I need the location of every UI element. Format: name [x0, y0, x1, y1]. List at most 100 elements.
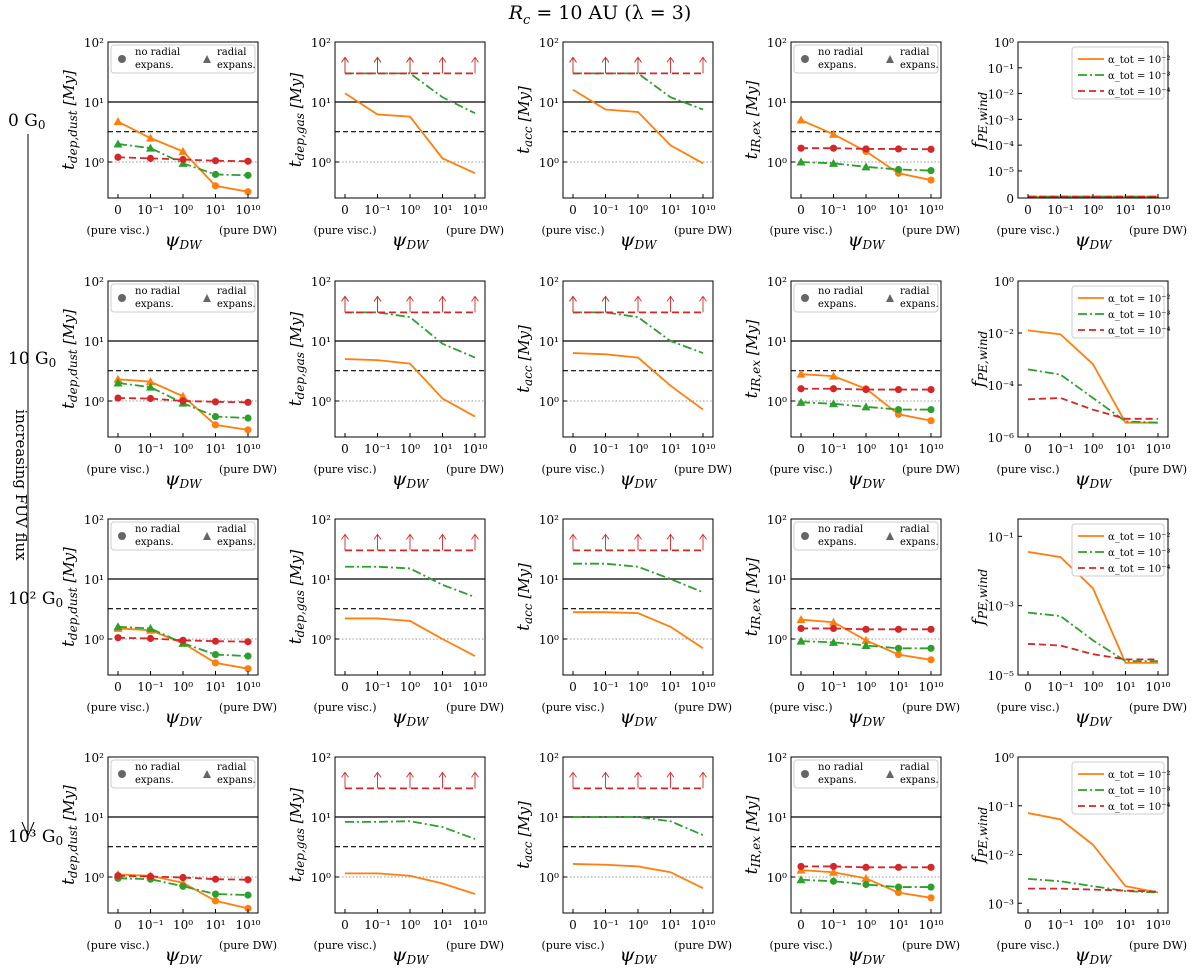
marker-circle [894, 625, 903, 633]
marker-circle [927, 176, 935, 184]
marker-circle [927, 883, 935, 891]
legend-alpha-label: α_tot = 10⁻⁴ [1108, 564, 1171, 575]
x-axis-label: ψDW [620, 468, 659, 491]
series-line-green [800, 640, 931, 650]
marker-circle [894, 165, 903, 174]
x-tick-label: 0 [797, 680, 805, 694]
x-tick-label: 10¹⁰ [463, 203, 488, 217]
legend-radial-2: expans. [900, 775, 939, 786]
marker-legend: no radial expans. radial expans. [793, 44, 939, 74]
lower-limit-arrowhead [341, 771, 349, 778]
marker-circle [179, 155, 187, 164]
marker-circle [829, 624, 838, 633]
legend-radial: radial [900, 286, 930, 297]
x-tick-label: 10⁰ [856, 680, 876, 694]
legend-alpha-label: α_tot = 10⁻³ [1108, 786, 1171, 797]
x-tick-label: 10⁰ [173, 203, 193, 217]
x-tick-label: 0 [569, 680, 577, 694]
marker-circle [862, 863, 870, 871]
y-tick-label: 10⁰ [767, 871, 787, 885]
lower-limit-arrowhead [666, 56, 675, 63]
y-tick-label: 10⁰ [311, 156, 331, 170]
x-tick-label: 10⁰ [856, 203, 876, 217]
series-line-orange [572, 352, 704, 411]
y-tick-label: 10⁰ [994, 36, 1014, 50]
y-tick-label: 0 [1006, 192, 1014, 206]
legend-triangle-marker [203, 55, 211, 63]
x-sublabel-pure-visc: (pure visc.) [313, 463, 376, 476]
x-sublabel-pure-dw: (pure DW) [219, 701, 277, 714]
marker-circle [927, 625, 935, 633]
x-axis-label: ψDW [165, 706, 204, 729]
legend-box [793, 759, 939, 789]
x-tick-label: 10¹ [660, 918, 680, 932]
x-tick-label: 10¹⁰ [236, 918, 261, 932]
y-tick-label: 10⁰ [311, 871, 331, 885]
marker-circle [927, 166, 935, 175]
y-tick-label: 10¹ [767, 573, 787, 587]
x-tick-label: 10⁰ [1083, 442, 1103, 456]
lower-limit-arrowhead [373, 56, 382, 63]
x-axis-label: ψDW [1075, 229, 1114, 252]
y-tick-label: 10⁻⁴ [988, 139, 1015, 153]
y-tick-label: 10⁻¹ [988, 800, 1014, 814]
x-tick-label: 10¹ [205, 680, 225, 694]
y-tick-label: 10² [539, 36, 559, 50]
x-axis-label: ψDW [848, 229, 887, 252]
series-line-orange [117, 627, 249, 670]
x-tick-label: 10¹ [1115, 203, 1135, 217]
marker-circle [894, 385, 903, 394]
legend-no-radial: no radial [135, 524, 180, 535]
legend-no-radial-2: expans. [818, 537, 857, 548]
marker-circle [114, 394, 122, 402]
lower-limit-arrowhead [341, 56, 349, 63]
y-tick-label: 10⁻⁴ [988, 379, 1015, 393]
marker-circle [862, 625, 870, 633]
x-tick-label: 10¹⁰ [691, 203, 716, 217]
x-axis-label: ψDW [1075, 468, 1114, 491]
legend-radial-2: expans. [217, 299, 256, 310]
row-label-0: 0 G0 [8, 111, 45, 132]
y-axis-label: tdep,dust [My] [59, 70, 80, 170]
y-tick-label: 10² [767, 275, 787, 289]
marker-circle [894, 405, 903, 414]
y-tick-label: 10² [84, 751, 104, 765]
y-axis-label: tdep,gas [My] [286, 73, 307, 168]
lower-limit-arrowhead [699, 771, 707, 778]
x-sublabel-pure-visc: (pure visc.) [86, 224, 149, 237]
legend-alpha-label: α_tot = 10⁻⁴ [1108, 802, 1171, 813]
legend-box [793, 44, 939, 74]
x-tick-label: 10⁻¹ [592, 203, 618, 217]
x-tick-label: 10¹ [888, 203, 908, 217]
legend-triangle-marker [203, 532, 211, 540]
marker-triangle [796, 636, 806, 645]
x-tick-label: 10⁻¹ [820, 918, 846, 932]
y-tick-label: 10² [767, 36, 787, 50]
x-axis-label: ψDW [620, 944, 659, 967]
y-tick-label: 10⁰ [84, 156, 104, 170]
x-tick-label: 0 [341, 203, 349, 217]
lower-limit-arrowhead [373, 295, 382, 302]
lower-limit-arrowhead [634, 295, 642, 302]
x-tick-label: 0 [569, 442, 577, 456]
marker-triangle [113, 622, 123, 631]
x-axis-label: ψDW [165, 468, 204, 491]
alpha-legend: α_tot = 10⁻² α_tot = 10⁻³ α_tot = 10⁻⁴ [1071, 285, 1171, 339]
x-tick-label: 10¹ [888, 918, 908, 932]
y-tick-label: 10⁰ [84, 633, 104, 647]
marker-circle [211, 890, 220, 898]
x-tick-label: 10⁰ [856, 442, 876, 456]
series-line-orange [800, 373, 932, 422]
y-tick-label: 10² [767, 751, 787, 765]
legend-alpha-label: α_tot = 10⁻³ [1108, 71, 1171, 82]
x-tick-label: 10¹ [660, 203, 680, 217]
series-line-orange [572, 863, 704, 890]
y-axis-label: tacc [My] [514, 563, 535, 631]
panel-r1-c3: 10⁰ 10¹ 10² 0 10⁻¹ 10⁰ 10¹ 10¹⁰ (pure visc.) (pur… [742, 275, 960, 491]
x-tick-label: 10⁻¹ [1047, 442, 1073, 456]
y-tick-label: 10⁰ [539, 633, 559, 647]
y-axis-label: tdep,gas [My] [286, 788, 307, 883]
series-line-orange [344, 358, 476, 418]
x-tick-label: 10¹ [888, 442, 908, 456]
marker-triangle [829, 867, 838, 876]
